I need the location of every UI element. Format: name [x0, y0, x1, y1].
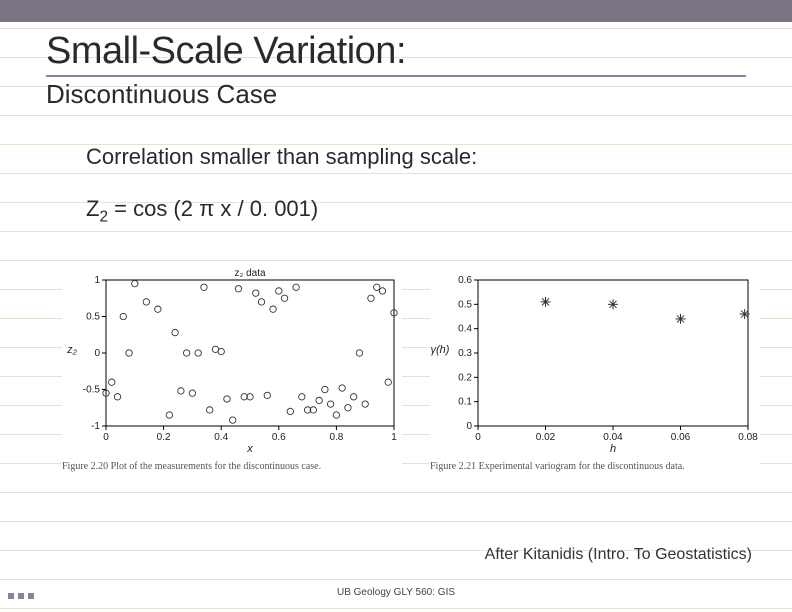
- left-chart-svg: 0 0.2 0.4 0.6 0.8 1 -1 -0.5 0 0.5 1 x z₂ z₂ data: [62, 264, 402, 454]
- right-chart-caption: Figure 2.21 Experimental variogram for t…: [430, 461, 760, 472]
- credit-line: After Kitanidis (Intro. To Geostatistics…: [485, 546, 752, 564]
- eq-rest: = cos (2 π x / 0. 001): [108, 196, 318, 221]
- svg-text:0.4: 0.4: [458, 324, 472, 335]
- svg-text:1: 1: [391, 432, 397, 443]
- svg-text:0: 0: [94, 348, 100, 359]
- top-accent-bar: [0, 0, 792, 22]
- svg-text:0.6: 0.6: [272, 432, 286, 443]
- svg-text:0: 0: [466, 421, 472, 432]
- svg-text:0.04: 0.04: [603, 432, 623, 443]
- svg-text:0.4: 0.4: [214, 432, 228, 443]
- svg-text:0.5: 0.5: [86, 312, 100, 323]
- svg-text:0: 0: [475, 432, 481, 443]
- equation: Z2 = cos (2 π x / 0. 001): [86, 196, 746, 226]
- svg-text:γ(h): γ(h): [431, 344, 450, 356]
- svg-text:0.02: 0.02: [536, 432, 556, 443]
- svg-text:0.8: 0.8: [329, 432, 343, 443]
- svg-text:0.1: 0.1: [458, 397, 472, 408]
- corner-decoration: [8, 586, 38, 604]
- svg-text:z₂: z₂: [66, 344, 78, 356]
- svg-text:x: x: [246, 443, 253, 454]
- svg-text:z₂ data: z₂ data: [234, 268, 266, 279]
- svg-text:-0.5: -0.5: [83, 385, 101, 396]
- right-chart-svg: 0 0.02 0.04 0.06 0.08 0 0.1 0.2 0.3 0.4 0.5 0.6 h γ(h…: [430, 264, 760, 454]
- svg-text:-1: -1: [91, 421, 100, 432]
- left-chart: 0 0.2 0.4 0.6 0.8 1 -1 -0.5 0 0.5 1 x z₂ z₂ data Figu…: [62, 264, 402, 472]
- svg-text:0.5: 0.5: [458, 299, 472, 310]
- svg-text:0.2: 0.2: [157, 432, 171, 443]
- right-chart: 0 0.02 0.04 0.06 0.08 0 0.1 0.2 0.3 0.4 0.5 0.6 h γ(h…: [430, 264, 760, 472]
- eq-prefix: Z: [86, 196, 99, 221]
- slide-subtitle: Discontinuous Case: [46, 79, 746, 110]
- slide-title: Small-Scale Variation:: [46, 30, 746, 77]
- svg-text:0.2: 0.2: [458, 372, 472, 383]
- svg-text:0.3: 0.3: [458, 348, 472, 359]
- svg-text:0.6: 0.6: [458, 275, 472, 286]
- footer-text: UB Geology GLY 560: GIS: [337, 587, 455, 598]
- body-line: Correlation smaller than sampling scale:: [86, 144, 746, 170]
- svg-text:0: 0: [103, 432, 109, 443]
- svg-text:0.08: 0.08: [738, 432, 758, 443]
- svg-text:h: h: [610, 443, 616, 454]
- eq-subscript: 2: [99, 208, 108, 225]
- svg-text:1: 1: [94, 275, 100, 286]
- charts-row: 0 0.2 0.4 0.6 0.8 1 -1 -0.5 0 0.5 1 x z₂ z₂ data Figu…: [62, 264, 772, 472]
- left-chart-caption: Figure 2.20 Plot of the measurements for…: [62, 461, 402, 472]
- svg-text:0.06: 0.06: [671, 432, 691, 443]
